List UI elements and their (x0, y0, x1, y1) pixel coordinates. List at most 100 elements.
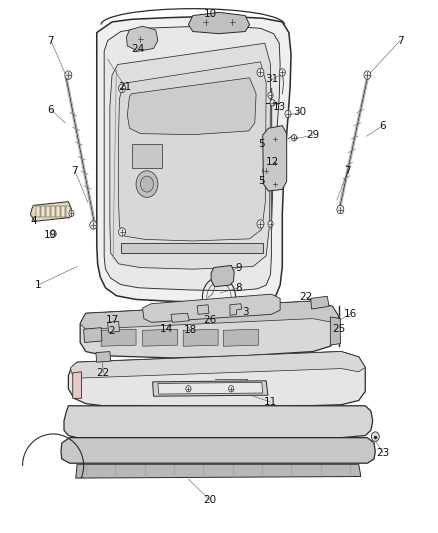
Circle shape (119, 84, 126, 93)
Circle shape (202, 18, 209, 26)
Text: 6: 6 (379, 120, 386, 131)
Text: 14: 14 (160, 324, 173, 334)
Text: 16: 16 (343, 309, 357, 319)
Circle shape (272, 136, 278, 142)
Polygon shape (230, 304, 242, 316)
Circle shape (279, 69, 286, 76)
Text: 30: 30 (293, 107, 306, 117)
Text: 2: 2 (109, 326, 115, 336)
Polygon shape (73, 372, 81, 398)
Circle shape (272, 160, 278, 166)
Circle shape (285, 110, 291, 118)
Polygon shape (46, 206, 50, 217)
Text: 23: 23 (376, 448, 389, 457)
Polygon shape (30, 201, 71, 221)
Circle shape (136, 171, 158, 197)
Text: 13: 13 (272, 102, 286, 112)
Circle shape (50, 230, 56, 237)
Text: 21: 21 (119, 82, 132, 92)
Polygon shape (80, 301, 339, 358)
Polygon shape (171, 313, 189, 322)
Text: 5: 5 (258, 139, 265, 149)
Polygon shape (158, 382, 263, 394)
Polygon shape (143, 294, 280, 322)
Text: 17: 17 (106, 314, 119, 325)
Polygon shape (61, 206, 65, 217)
Polygon shape (127, 26, 158, 51)
Polygon shape (84, 328, 102, 343)
Polygon shape (127, 78, 256, 135)
Polygon shape (71, 352, 365, 378)
Circle shape (65, 71, 72, 79)
Text: 25: 25 (332, 324, 346, 334)
Polygon shape (223, 329, 258, 346)
Text: 22: 22 (97, 368, 110, 378)
Circle shape (229, 385, 234, 392)
Text: 7: 7 (397, 36, 403, 45)
Circle shape (186, 385, 191, 392)
Text: 6: 6 (48, 104, 54, 115)
Text: 9: 9 (235, 263, 242, 272)
Circle shape (263, 167, 269, 174)
Text: 12: 12 (266, 157, 279, 167)
Polygon shape (311, 296, 329, 309)
Text: 1: 1 (35, 280, 41, 290)
Polygon shape (183, 329, 218, 346)
Circle shape (268, 221, 273, 227)
Polygon shape (57, 206, 60, 217)
Text: 19: 19 (44, 230, 57, 240)
Circle shape (371, 432, 379, 441)
Circle shape (141, 176, 153, 192)
Polygon shape (110, 43, 271, 269)
Circle shape (229, 18, 236, 26)
Polygon shape (119, 62, 266, 241)
Circle shape (270, 100, 276, 106)
Polygon shape (64, 406, 373, 438)
Circle shape (69, 210, 74, 216)
Text: 7: 7 (48, 36, 54, 45)
Polygon shape (121, 243, 263, 253)
Polygon shape (132, 144, 162, 168)
Polygon shape (330, 317, 340, 345)
Polygon shape (96, 352, 111, 362)
Text: 20: 20 (204, 495, 217, 505)
Text: 5: 5 (258, 176, 265, 187)
Circle shape (272, 181, 278, 187)
Polygon shape (66, 206, 70, 217)
Polygon shape (152, 381, 268, 396)
Circle shape (137, 35, 144, 43)
Polygon shape (101, 329, 136, 346)
Circle shape (257, 68, 264, 77)
Polygon shape (51, 206, 55, 217)
Circle shape (337, 205, 344, 214)
Polygon shape (68, 352, 365, 407)
Polygon shape (76, 464, 361, 478)
Text: 4: 4 (30, 216, 37, 227)
Text: 7: 7 (71, 166, 78, 176)
Circle shape (364, 71, 371, 79)
Text: 8: 8 (235, 283, 242, 293)
Polygon shape (97, 17, 291, 303)
Polygon shape (61, 438, 375, 463)
Polygon shape (108, 321, 120, 333)
Circle shape (268, 92, 273, 99)
Text: 18: 18 (184, 325, 197, 335)
Text: 31: 31 (265, 75, 279, 84)
Polygon shape (143, 329, 177, 346)
Circle shape (291, 135, 297, 141)
Polygon shape (188, 12, 250, 34)
Text: 26: 26 (204, 314, 217, 325)
Text: 7: 7 (345, 166, 351, 176)
Text: 29: 29 (306, 130, 319, 140)
Text: 3: 3 (242, 306, 248, 317)
Circle shape (119, 228, 126, 236)
Polygon shape (104, 26, 280, 290)
Polygon shape (197, 305, 209, 314)
Circle shape (90, 221, 97, 229)
Text: 24: 24 (131, 44, 145, 53)
Circle shape (257, 220, 264, 228)
Polygon shape (42, 206, 46, 217)
Polygon shape (211, 265, 234, 287)
Polygon shape (80, 301, 339, 329)
Text: 22: 22 (300, 292, 313, 302)
